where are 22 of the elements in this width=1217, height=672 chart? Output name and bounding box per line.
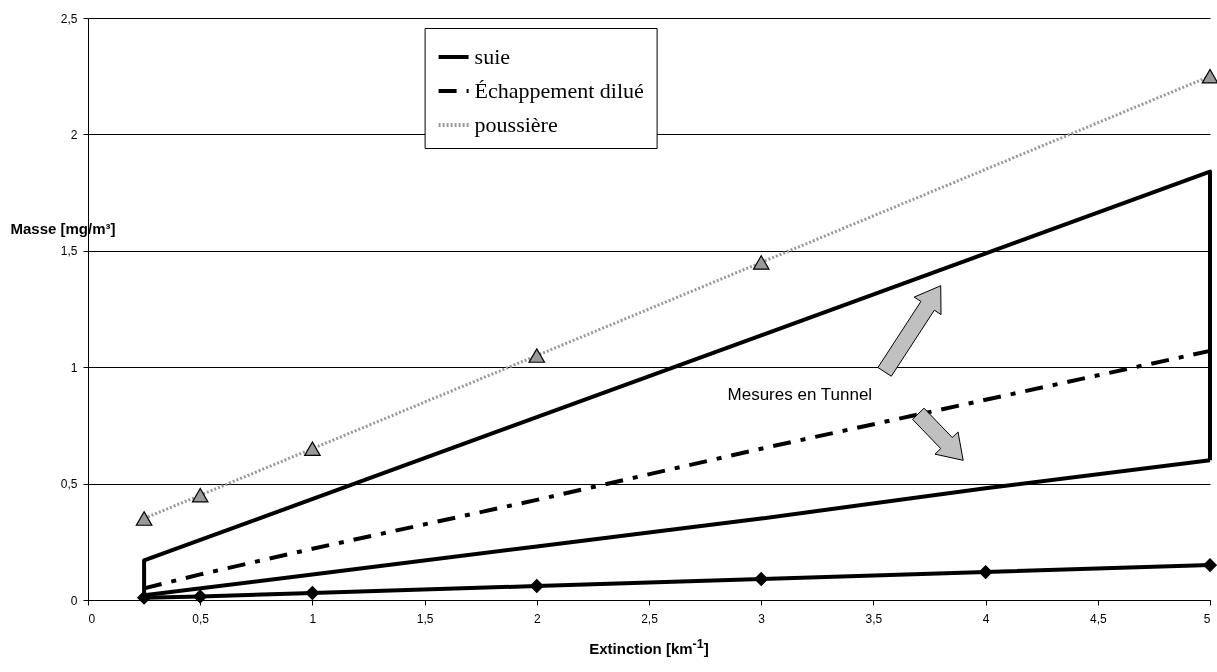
x-tick-label: 3 [758, 611, 766, 626]
legend-label: suie [474, 44, 511, 69]
x-tick-label: 2,5 [641, 611, 659, 626]
x-tick-label: 4 [982, 611, 990, 626]
x-tick-label: 1,5 [416, 611, 434, 626]
y-tick-label: 0,5 [60, 477, 78, 492]
x-tick-label: 4,5 [1089, 611, 1107, 626]
x-tick-label: 3,5 [865, 611, 883, 626]
y-tick-label: 2,5 [60, 11, 78, 26]
x-axis-title: Extinction [km$^{-1}$] [588, 637, 710, 657]
legend-label: Échappement dilué [474, 78, 644, 103]
x-tick-label: 5 [1203, 611, 1211, 626]
x-tick-label: 2 [533, 611, 541, 626]
y-tick-label: 1,5 [60, 244, 78, 259]
y-tick-label: 2 [70, 127, 78, 142]
x-tick-label: 0 [88, 611, 96, 626]
legend-label: poussière [474, 112, 558, 137]
y-tick-label: 0 [70, 593, 78, 608]
y-tick-label: 1 [70, 360, 78, 375]
annotation: Mesures en Tunnel [727, 385, 873, 405]
x-tick-label: 1 [309, 611, 317, 626]
x-tick-label: 0,5 [192, 611, 210, 626]
